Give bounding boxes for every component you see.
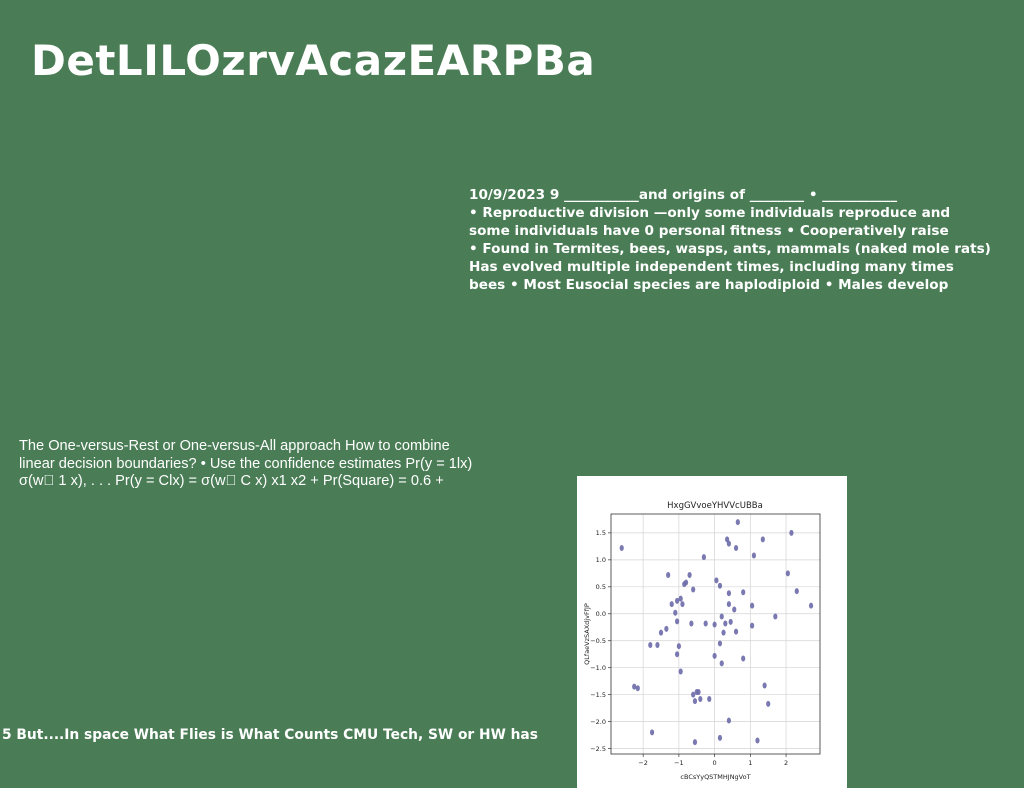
scatter-point xyxy=(750,622,755,629)
y-tick-label: 0.5 xyxy=(596,583,606,591)
plot-area xyxy=(610,513,821,755)
x-tick-label: 0 xyxy=(713,759,717,767)
scatter-point xyxy=(751,552,757,559)
scatter-point xyxy=(674,618,680,625)
scatter-point xyxy=(691,691,696,698)
scatter-point xyxy=(726,590,731,597)
scatter-point xyxy=(785,570,790,577)
scatter-point xyxy=(794,588,799,595)
x-axis-label: cBCsYyQSTMHJNgVoT xyxy=(680,773,750,781)
x-tick-label: −1 xyxy=(674,759,684,767)
scatter-point xyxy=(680,601,685,608)
scatter-point xyxy=(717,582,723,589)
scatter-point xyxy=(712,621,717,628)
scatter-point xyxy=(692,698,698,705)
scatter-point xyxy=(726,601,731,608)
y-tick-label: −1.5 xyxy=(590,691,606,699)
notes-line: Has evolved multiple independent times, … xyxy=(469,259,954,275)
scatter-point xyxy=(648,642,653,649)
scatter-point xyxy=(723,620,728,627)
slide-title: DetLILOzrvAcazEARPBa xyxy=(31,36,596,85)
scatter-point xyxy=(687,571,692,578)
scatter-chart: HxgGVvoeYHVVcUBBa −2 −1 0 1 2 −2.5 −2.0 −1.5 −1.… xyxy=(583,501,821,781)
notes-line: • Reproductive division —only some indiv… xyxy=(469,205,951,221)
x-tick-label: 1 xyxy=(748,759,752,767)
x-tick-label: 2 xyxy=(784,759,788,767)
scatter-point xyxy=(721,629,726,636)
scatter-point xyxy=(707,695,712,702)
notes-line: • Found in Termites, bees, wasps, ants, … xyxy=(469,241,991,257)
scatter-point xyxy=(674,651,680,658)
scatter-point xyxy=(658,629,664,636)
scatter-point xyxy=(789,529,794,536)
scatter-point xyxy=(741,589,746,596)
scatter-point xyxy=(732,606,737,613)
y-tick-label: 1.5 xyxy=(596,529,606,537)
one-vs-rest-text: The One-versus-Rest or One-versus-All ap… xyxy=(19,438,539,491)
y-tick-label: −0.5 xyxy=(590,637,606,645)
scatter-chart-card: HxgGVvoeYHVVcUBBa −2 −1 0 1 2 −2.5 −2.0 −1.5 −1.… xyxy=(577,476,847,788)
scatter-point xyxy=(674,597,680,604)
scatter-point xyxy=(725,536,730,543)
scatter-point xyxy=(692,739,698,746)
notes-line: some individuals have 0 personal fitness… xyxy=(469,223,949,239)
scatter-point xyxy=(678,668,683,675)
scatter-point xyxy=(741,655,746,662)
scatter-point xyxy=(773,613,778,620)
notes-line: 10/9/2023 9 ___________and origins of __… xyxy=(469,187,898,203)
chart-title: HxgGVvoeYHVVcUBBa xyxy=(667,501,763,511)
scatter-point xyxy=(760,536,765,543)
scatter-point xyxy=(726,540,731,547)
scatter-point xyxy=(673,609,678,616)
scatter-point xyxy=(728,618,733,625)
y-axis-label: QLfaeVzSAXdjvFfJP xyxy=(583,603,591,665)
x-tick-label: −2 xyxy=(638,759,648,767)
scatter-point xyxy=(755,737,760,744)
scatter-point xyxy=(676,643,681,650)
scatter-point xyxy=(635,685,640,692)
scatter-point xyxy=(762,682,767,689)
eusociality-notes: 10/9/2023 9 ___________and origins of __… xyxy=(469,186,1019,294)
scatter-point xyxy=(712,652,717,659)
scatter-point xyxy=(696,688,701,695)
scatter-point xyxy=(701,554,706,561)
scatter-point xyxy=(808,602,814,609)
scatter-point xyxy=(689,620,694,627)
ovr-line: The One-versus-Rest or One-versus-All ap… xyxy=(19,438,450,454)
scatter-point xyxy=(619,544,624,551)
scatter-point xyxy=(750,602,755,609)
scatter-point xyxy=(691,586,696,593)
scatter-point xyxy=(717,640,723,647)
scatter-point xyxy=(719,613,724,620)
footer-text: 5 But....In space What Flies is What Cou… xyxy=(2,727,538,743)
ovr-line: σ(w⃞ 1 x), . . . Pr(y = Clx) = σ(w⃞ C x)… xyxy=(19,473,444,489)
ovr-line: linear decision boundaries? • Use the co… xyxy=(19,455,473,472)
scatter-point xyxy=(678,595,683,602)
scatter-point xyxy=(632,683,637,690)
scatter-point xyxy=(733,628,739,635)
scatter-point xyxy=(719,660,724,667)
scatter-point xyxy=(683,579,689,586)
scatter-point xyxy=(669,601,674,608)
y-tick-label: 0.0 xyxy=(596,610,606,618)
y-tick-label: 1.0 xyxy=(596,556,606,564)
scatter-point xyxy=(666,571,671,578)
scatter-point xyxy=(664,625,669,632)
y-tick-label: −1.0 xyxy=(590,664,606,672)
scatter-point xyxy=(726,717,731,724)
scatter-point xyxy=(698,695,703,702)
notes-line: bees • Most Eusocial species are haplodi… xyxy=(469,277,949,293)
scatter-point xyxy=(766,700,771,707)
y-tick-label: −2.0 xyxy=(590,718,606,726)
scatter-point xyxy=(649,729,655,736)
scatter-point xyxy=(717,734,723,741)
scatter-point xyxy=(655,642,660,649)
y-tick-label: −2.5 xyxy=(590,745,606,753)
scatter-point xyxy=(703,620,708,627)
scatter-point xyxy=(735,519,740,526)
scatter-point xyxy=(733,544,739,551)
scatter-point xyxy=(714,577,719,584)
